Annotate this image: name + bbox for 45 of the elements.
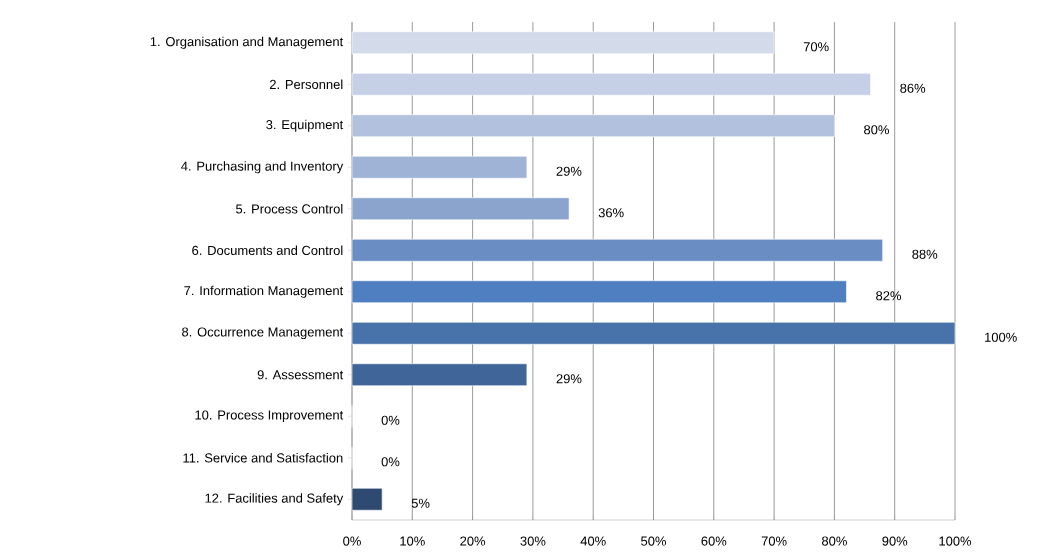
y-tick-label: 8. Occurrence Management [182, 327, 344, 340]
x-tick-label: 50% [641, 536, 667, 546]
data-label: 29% [556, 374, 582, 384]
y-tick-label: 6. Documents and Control [192, 245, 343, 256]
y-tick-label: 1. Organisation and Management [150, 36, 344, 49]
y-tick-label: 12. Facilities and Safety [205, 493, 344, 506]
y-tick-label: 3. Equipment [266, 119, 344, 132]
x-tick-label: 10% [400, 536, 425, 546]
data-label: 29% [556, 166, 582, 176]
bar [351, 72, 871, 96]
y-tick-label: 10. Process Improvement [195, 410, 344, 423]
bar [351, 31, 775, 55]
bar [351, 487, 383, 511]
y-tick-label: 4. Purchasing and Inventory [181, 161, 344, 174]
bar [351, 321, 956, 345]
x-tick-label: 80% [822, 536, 847, 546]
data-label: 0% [381, 415, 400, 425]
data-label: 5% [411, 498, 430, 508]
bar [351, 197, 570, 221]
bar [351, 280, 847, 304]
x-tick-label: 40% [580, 536, 606, 546]
x-tick-label: 90% [882, 536, 908, 546]
y-tick-label: 2. Personnel [269, 79, 343, 89]
data-label: 70% [803, 42, 829, 52]
y-tick-label: 9. Assessment [257, 370, 344, 380]
x-tick-label: 60% [701, 536, 727, 546]
data-label: 86% [900, 83, 926, 93]
x-tick-label: 20% [460, 536, 486, 546]
data-label: 80% [864, 125, 889, 135]
x-tick-label: 70% [761, 536, 787, 546]
bar [351, 363, 528, 387]
bar [351, 114, 835, 138]
data-label: 88% [912, 249, 938, 259]
data-label: 36% [598, 208, 624, 218]
x-tick-label: 30% [520, 536, 546, 546]
bar [351, 238, 883, 262]
y-tick-label: 5. Process Control [236, 203, 343, 214]
data-label: 82% [876, 291, 902, 301]
data-label: 100% [985, 332, 1017, 342]
data-label: 0% [381, 457, 400, 467]
bar [351, 155, 528, 179]
x-tick-label: 0% [343, 536, 361, 546]
y-tick-label: 11. Service and Satisfaction [183, 452, 343, 463]
x-tick-label: 100% [939, 536, 972, 546]
y-tick-label: 7. Information Management [184, 285, 344, 298]
